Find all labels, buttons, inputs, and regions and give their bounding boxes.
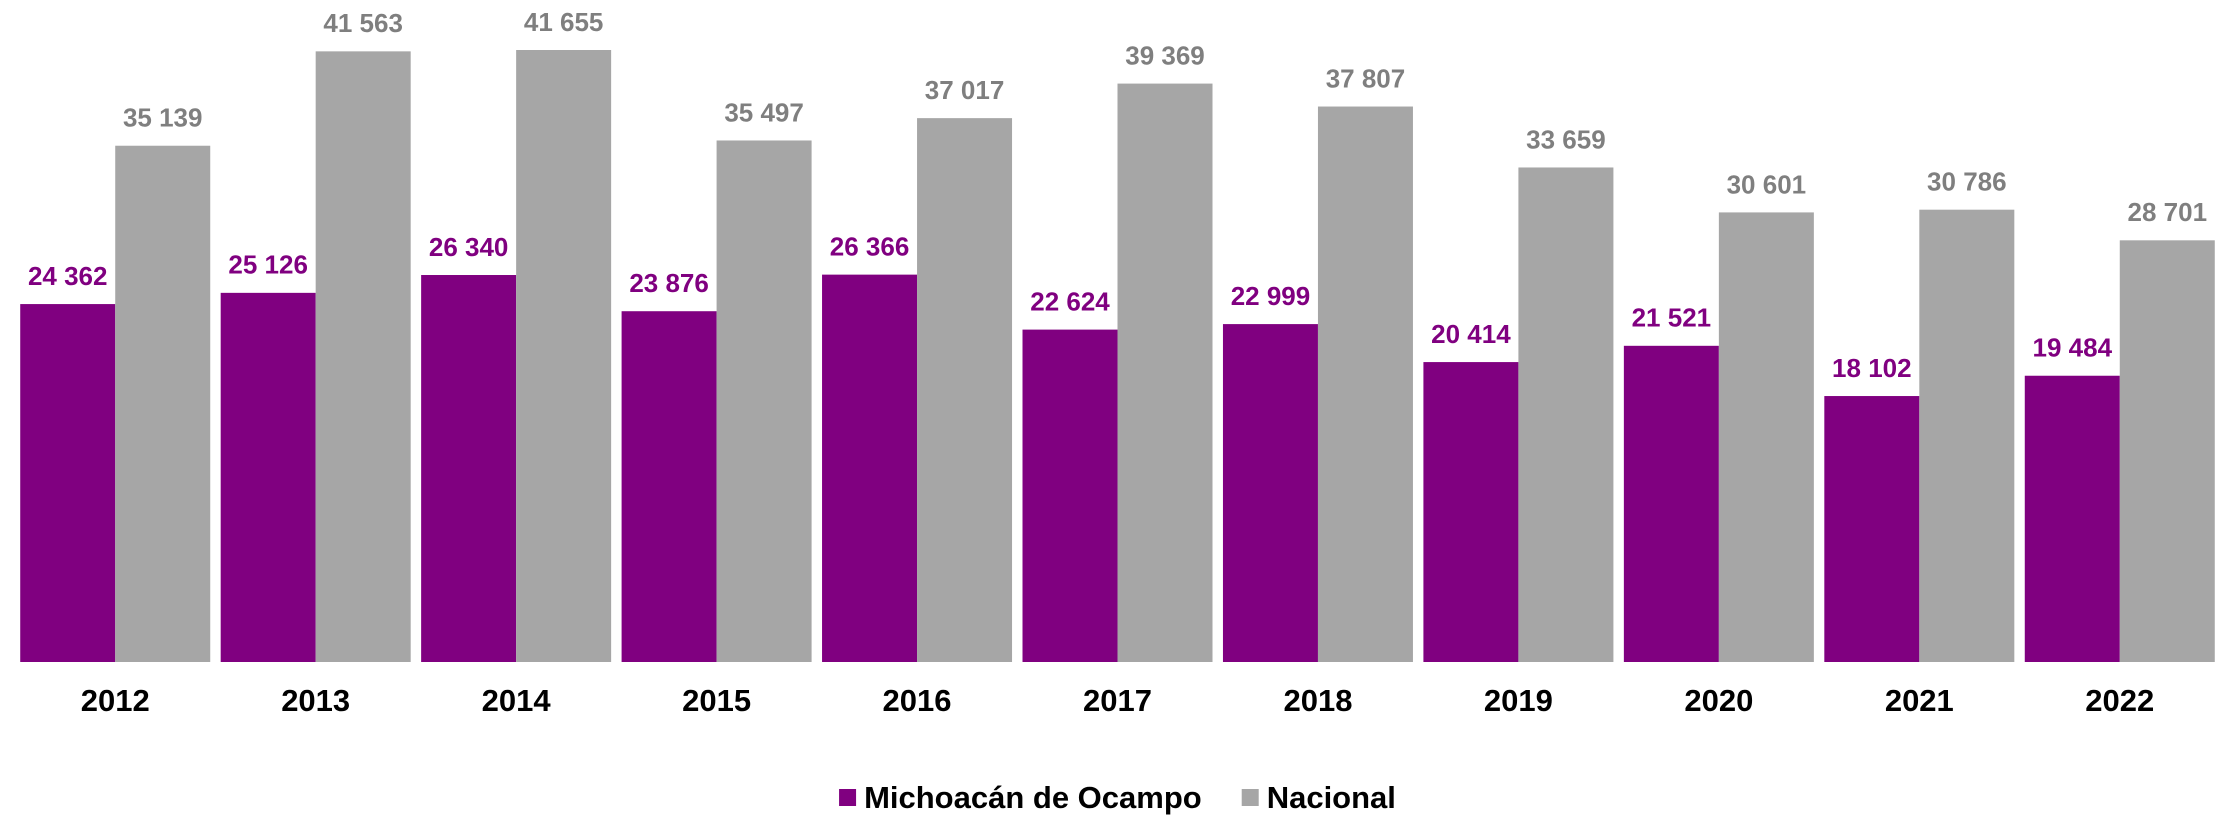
bar (516, 50, 612, 662)
data-label: 21 521 (1632, 303, 1712, 333)
data-label: 20 414 (1431, 319, 1511, 349)
legend-label: Nacional (1267, 780, 1396, 815)
bar (1824, 396, 1920, 662)
data-label: 30 601 (1727, 169, 1807, 199)
x-tick-label: 2021 (1885, 683, 1954, 718)
data-label: 41 655 (524, 7, 604, 37)
x-tick-label: 2019 (1484, 683, 1553, 718)
bar (20, 304, 116, 662)
data-label: 22 624 (1030, 286, 1110, 316)
bar (2119, 240, 2215, 662)
bar (822, 274, 918, 662)
x-tick-label: 2015 (682, 683, 751, 718)
bar (1718, 212, 1814, 663)
x-tick-label: 2016 (883, 683, 952, 718)
x-tick-label: 2020 (1684, 683, 1753, 718)
data-label: 33 659 (1526, 124, 1606, 154)
x-tick-label: 2014 (482, 683, 552, 718)
data-label: 18 102 (1832, 353, 1912, 383)
data-label: 30 786 (1927, 167, 2007, 197)
data-label: 25 126 (228, 250, 308, 280)
bar (1623, 345, 1719, 662)
x-tick-label: 2022 (2085, 683, 2154, 718)
bar (315, 51, 411, 662)
data-label: 41 563 (323, 8, 403, 38)
x-tick-label: 2018 (1283, 683, 1352, 718)
bar (1423, 362, 1519, 662)
x-tick-label: 2017 (1083, 683, 1152, 718)
x-tick-label: 2013 (281, 683, 350, 718)
bar (1222, 324, 1318, 662)
legend-swatch (839, 789, 857, 806)
data-label: 28 701 (2128, 197, 2208, 227)
bar (220, 292, 316, 662)
x-tick-label: 2012 (81, 683, 150, 718)
data-label: 24 362 (28, 261, 108, 291)
bar (1919, 209, 2015, 662)
data-label: 22 999 (1231, 281, 1311, 311)
legend-label: Michoacán de Ocampo (864, 780, 1202, 815)
bar (2024, 375, 2120, 662)
data-label: 35 497 (724, 97, 804, 127)
bar (1022, 329, 1118, 662)
legend-swatch (1241, 789, 1259, 806)
bar (1117, 83, 1213, 662)
data-label: 26 366 (830, 232, 910, 262)
bar (115, 145, 211, 662)
bar (917, 118, 1013, 662)
bar (421, 275, 517, 662)
bar (716, 140, 812, 663)
bar (1317, 106, 1413, 662)
data-label: 35 139 (123, 103, 203, 133)
data-label: 37 807 (1326, 63, 1406, 93)
data-label: 37 017 (925, 75, 1005, 105)
data-label: 26 340 (429, 232, 509, 262)
data-label: 23 876 (629, 268, 709, 298)
bar (621, 311, 717, 662)
bar (1518, 167, 1614, 662)
data-label: 39 369 (1125, 40, 1205, 70)
data-label: 19 484 (2033, 333, 2113, 363)
